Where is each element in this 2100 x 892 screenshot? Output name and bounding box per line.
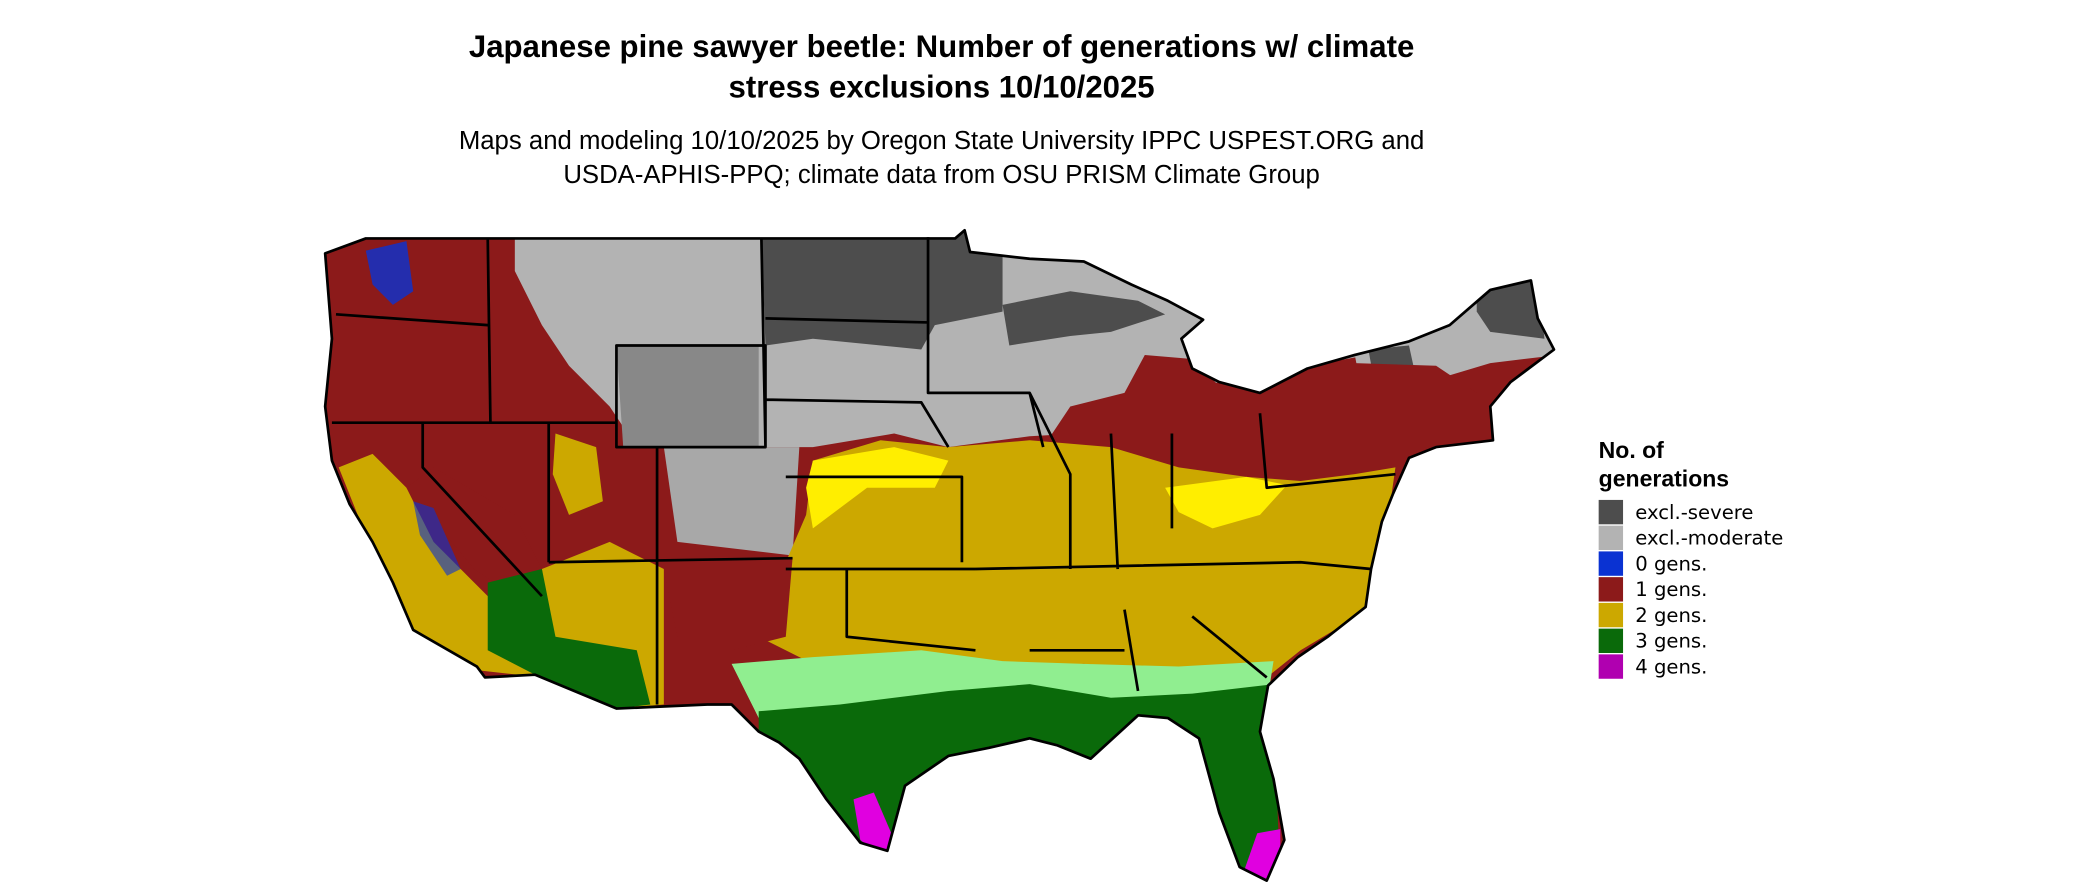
region-moderate xyxy=(663,447,800,556)
state-lines xyxy=(331,237,1396,705)
region-1gen xyxy=(663,555,793,651)
region-severe xyxy=(1002,291,1166,346)
legend-label: excl.-severe xyxy=(1635,501,1753,524)
title-line: stress exclusions 10/10/2025 xyxy=(729,70,1155,105)
legend-title: No. of xyxy=(1599,437,1665,463)
legend-label: 3 gens. xyxy=(1635,630,1707,653)
region-severe xyxy=(1476,277,1545,339)
region-0gen xyxy=(413,501,461,576)
legend-label: 0 gens. xyxy=(1635,552,1707,575)
legend-swatch xyxy=(1598,602,1624,628)
region-3gen xyxy=(487,569,651,709)
map xyxy=(325,230,1554,881)
legend-label: 2 gens. xyxy=(1635,604,1707,627)
region-2gen-bright xyxy=(1165,476,1288,529)
legend: No. of generations excl.-severe excl.-mod… xyxy=(1598,437,1783,679)
region-1gen xyxy=(406,467,542,597)
title-line: Japanese pine sawyer beetle: Number of g… xyxy=(469,29,1414,64)
legend-swatch xyxy=(1598,628,1624,654)
region-0gen xyxy=(365,241,414,305)
region-mixed xyxy=(616,345,759,448)
subtitle-line: Maps and modeling 10/10/2025 by Oregon S… xyxy=(459,127,1425,155)
map-group: Japanese pine sawyer beetle: Number of g… xyxy=(323,29,1783,882)
state-borders xyxy=(323,228,1556,882)
legend-swatch xyxy=(1598,525,1624,551)
legend-label: excl.-moderate xyxy=(1635,527,1783,550)
region-2gen-bright xyxy=(806,447,949,529)
legend-swatch xyxy=(1598,654,1624,679)
region-2gen xyxy=(552,433,603,515)
legend-label: 1 gens. xyxy=(1635,578,1707,601)
legend-swatch xyxy=(1598,551,1624,576)
region-4gen xyxy=(853,792,895,857)
legend-swatch xyxy=(1598,499,1624,525)
legend-label: 4 gens. xyxy=(1635,655,1707,678)
legend-swatch xyxy=(1598,577,1624,602)
region-3gen xyxy=(758,684,1281,881)
legend-title: generations xyxy=(1599,465,1729,491)
subtitle-line: USDA-APHIS-PPQ; climate data from OSU PR… xyxy=(563,161,1320,189)
